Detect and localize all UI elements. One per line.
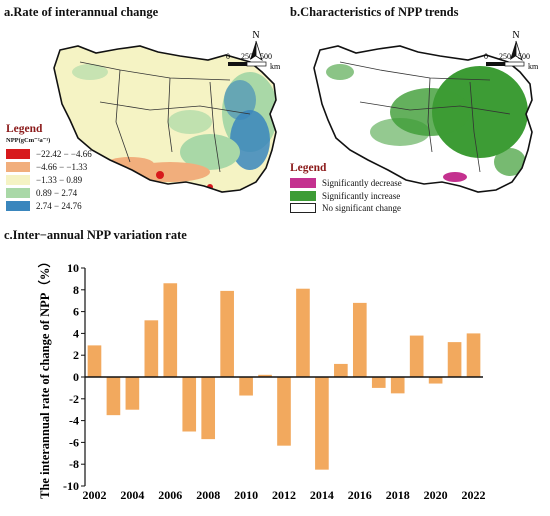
y-tick-label: -2: [69, 392, 79, 406]
bar-2003: [106, 377, 121, 416]
x-tick-label: 2002: [82, 488, 106, 502]
legend-label: Significantly decrease: [322, 178, 402, 189]
bar-2013: [296, 288, 310, 377]
x-tick-label: 2010: [234, 488, 258, 502]
x-tick-label: 2020: [424, 488, 448, 502]
npp-trend-map: N 0 250 500 km: [313, 30, 539, 193]
legend-swatch: [6, 187, 30, 198]
legend-label: 0.89 − 2.74: [36, 187, 78, 198]
legend-a-item: −22.42 − −4.66: [6, 147, 92, 160]
legend-label: No significant change: [322, 203, 401, 214]
y-tick-label: -6: [69, 435, 79, 449]
y-tick-label: 10: [67, 261, 79, 275]
y-tick-label: -10: [63, 479, 79, 493]
north-label: N: [252, 30, 259, 41]
legend-swatch: [6, 174, 30, 185]
legend-swatch: [290, 190, 316, 201]
north-arrow-icon: N: [510, 30, 523, 61]
bar-2004: [125, 377, 140, 410]
legend-b-item: Significantly increase: [290, 190, 402, 203]
y-tick-label: -4: [69, 414, 79, 428]
legend-label: 2.74 − 24.76: [36, 200, 82, 211]
legend-b-item: No significant change: [290, 202, 402, 215]
x-tick-label: 2022: [462, 488, 486, 502]
legend-label: −4.66 − −1.33: [36, 161, 88, 172]
y-tick-label: 2: [73, 348, 79, 362]
bar-2005: [144, 320, 159, 377]
y-tick-label: -8: [69, 457, 79, 471]
scale-bar: 0 250 500 km: [484, 52, 539, 71]
bar-2019: [409, 335, 424, 377]
bar-2020: [428, 377, 443, 384]
x-tick-label: 2008: [196, 488, 220, 502]
svg-text:500: 500: [260, 52, 272, 61]
svg-text:km: km: [270, 62, 281, 71]
y-tick-label: 0: [73, 370, 79, 384]
bar-2021: [447, 342, 462, 377]
legend-label: −1.33 − 0.89: [36, 174, 83, 185]
svg-text:500: 500: [518, 52, 530, 61]
legend-swatch: [6, 161, 30, 172]
bar-2002: [87, 345, 102, 377]
legend-b: Legend Significantly decrease Significan…: [290, 162, 402, 215]
svg-text:km: km: [528, 62, 539, 71]
bar-2007: [182, 377, 197, 432]
bar-2006: [163, 283, 178, 377]
panel-b-title: b.Characteristics of NPP trends: [290, 5, 459, 19]
y-tick-label: 6: [73, 305, 79, 319]
legend-b-heading: Legend: [290, 162, 327, 174]
bar-2014: [315, 377, 329, 470]
bar-2018: [390, 377, 405, 394]
svg-text:0: 0: [484, 52, 488, 61]
x-tick-label: 2004: [120, 488, 144, 502]
legend-swatch: [6, 200, 30, 211]
x-tick-label: 2018: [386, 488, 410, 502]
bar-2022: [466, 333, 481, 377]
bar-2011: [258, 374, 272, 377]
scale-bar: 0 250 500 km: [226, 52, 281, 71]
legend-swatch: [290, 178, 316, 189]
x-tick-label: 2016: [348, 488, 372, 502]
bar-2012: [277, 377, 291, 446]
y-tick-label: 8: [73, 283, 79, 297]
panel-c-title: c.Inter−annual NPP variation rate: [4, 228, 187, 242]
x-tick-label: 2012: [272, 488, 296, 502]
x-tick-label: 2006: [158, 488, 182, 502]
bar-2015: [334, 363, 348, 377]
legend-a-heading: Legend: [6, 123, 43, 135]
legend-a-item: −4.66 − −1.33: [6, 160, 92, 173]
legend-swatch: [290, 203, 316, 214]
legend-label: −22.42 − −4.66: [36, 148, 92, 159]
y-tick-label: 4: [73, 326, 79, 340]
legend-a-item: −1.33 − 0.89: [6, 173, 92, 186]
north-arrow-icon: N: [250, 30, 263, 61]
legend-a-item: 0.89 − 2.74: [6, 186, 92, 199]
svg-text:250: 250: [499, 52, 511, 61]
bar-2010: [239, 377, 253, 396]
legend-label: Significantly increase: [322, 190, 401, 201]
svg-text:0: 0: [226, 52, 230, 61]
bar-group: [87, 283, 481, 470]
legend-a-item: 2.74 − 24.76: [6, 199, 92, 212]
legend-a: Legend NPP(gCm⁻²a⁻¹) −22.42 − −4.66 −4.6…: [6, 123, 92, 212]
legend-swatch: [6, 148, 30, 159]
x-tick-label: 2014: [310, 488, 334, 502]
bar-2009: [220, 290, 234, 377]
north-label: N: [512, 30, 519, 41]
npp-rate-map: N 0 250 500 km: [53, 30, 281, 193]
bar-2016: [352, 302, 367, 377]
bar-2017: [371, 377, 386, 388]
legend-a-unit: NPP(gCm⁻²a⁻¹): [6, 137, 51, 144]
panel-a-title: a.Rate of interannual change: [4, 5, 159, 19]
legend-b-item: Significantly decrease: [290, 177, 402, 190]
bar-2008: [201, 377, 216, 440]
y-axis-label: The interannual rate of change of NPP（%）: [37, 255, 52, 499]
svg-text:250: 250: [241, 52, 253, 61]
